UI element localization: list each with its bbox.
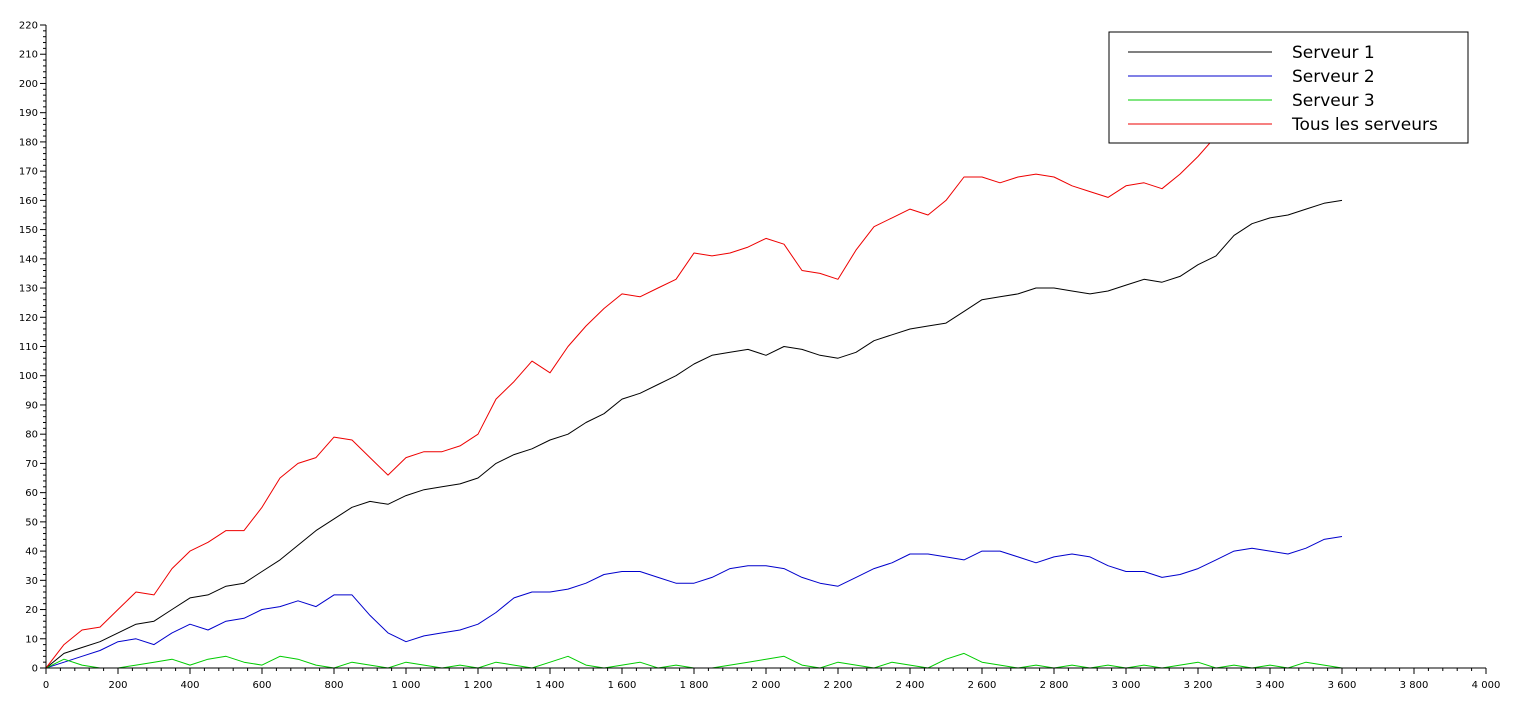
x-tick-label: 3 800 [1400,680,1429,691]
y-tick-label: 220 [19,21,38,32]
y-tick-label: 160 [19,196,38,207]
legend-items: Serveur 1 Serveur 2 Serveur 3 Tous les serv… [1128,43,1438,135]
x-tick-label: 2 000 [752,680,781,691]
x-tick-label: 2 800 [1040,680,1069,691]
x-ticks: 0 200 400 600 800 1 000 1 200 1 400 1 600 1 800 2 … [43,668,1501,691]
x-tick-label: 3 400 [1256,680,1285,691]
x-tick-label: 1 600 [608,680,637,691]
x-tick-label: 800 [324,680,343,691]
series-line-serveur-3 [46,652,1343,668]
x-tick-label: 400 [180,680,199,691]
y-tick-label: 50 [25,517,38,528]
y-tick-label: 180 [19,137,38,148]
y-tick-label: 40 [25,547,38,558]
x-tick-label: 3 000 [1112,680,1141,691]
y-tick-label: 80 [25,430,38,441]
x-tick-label: 2 600 [968,680,997,691]
x-tick-label: 4 000 [1472,680,1501,691]
y-tick-label: 120 [19,313,38,324]
y-tick-label: 90 [25,400,38,411]
y-tick-label: 70 [25,459,38,470]
x-tick-label: 2 200 [824,680,853,691]
x-tick-label: 1 200 [464,680,493,691]
x-tick-label: 1 000 [392,680,421,691]
x-tick-label: 3 600 [1328,680,1357,691]
x-tick-label: 200 [108,680,127,691]
legend-label-serveur-1: Serveur 1 [1292,43,1375,63]
y-ticks: 0 10 20 30 40 50 60 70 80 90 100 110 120 130 140 150 160… [19,21,46,675]
x-tick-label: 0 [43,680,49,691]
axes: 0 200 400 600 800 1 000 1 200 1 400 1 600 1 800 2 … [19,21,1500,692]
y-tick-label: 30 [25,576,38,587]
y-tick-label: 140 [19,254,38,265]
x-tick-label: 3 200 [1184,680,1213,691]
y-tick-label: 0 [32,664,38,675]
legend: Serveur 1 Serveur 2 Serveur 3 Tous les serv… [1108,31,1469,144]
series-line-serveur-2 [46,536,1343,668]
y-tick-label: 150 [19,225,38,236]
x-tick-label: 1 800 [680,680,709,691]
legend-label-serveur-3: Serveur 3 [1292,91,1375,111]
y-tick-label: 100 [19,371,38,382]
y-tick-label: 110 [19,342,38,353]
legend-label-tous-les-serveurs: Tous les serveurs [1291,115,1438,135]
y-tick-label: 170 [19,167,38,178]
y-tick-label: 200 [19,79,38,90]
series-line-serveur-1 [46,199,1343,668]
y-tick-label: 210 [19,50,38,61]
series-line-tous-les-serveurs [46,118,1235,668]
y-tick-label: 20 [25,605,38,616]
y-tick-label: 10 [25,634,38,645]
legend-label-serveur-2: Serveur 2 [1292,67,1375,87]
x-tick-label: 2 400 [896,680,925,691]
x-tick-label: 1 400 [536,680,565,691]
y-tick-label: 190 [19,108,38,119]
plot-series [46,118,1343,668]
y-tick-label: 60 [25,488,38,499]
y-tick-label: 130 [19,284,38,295]
x-tick-label: 600 [252,680,271,691]
